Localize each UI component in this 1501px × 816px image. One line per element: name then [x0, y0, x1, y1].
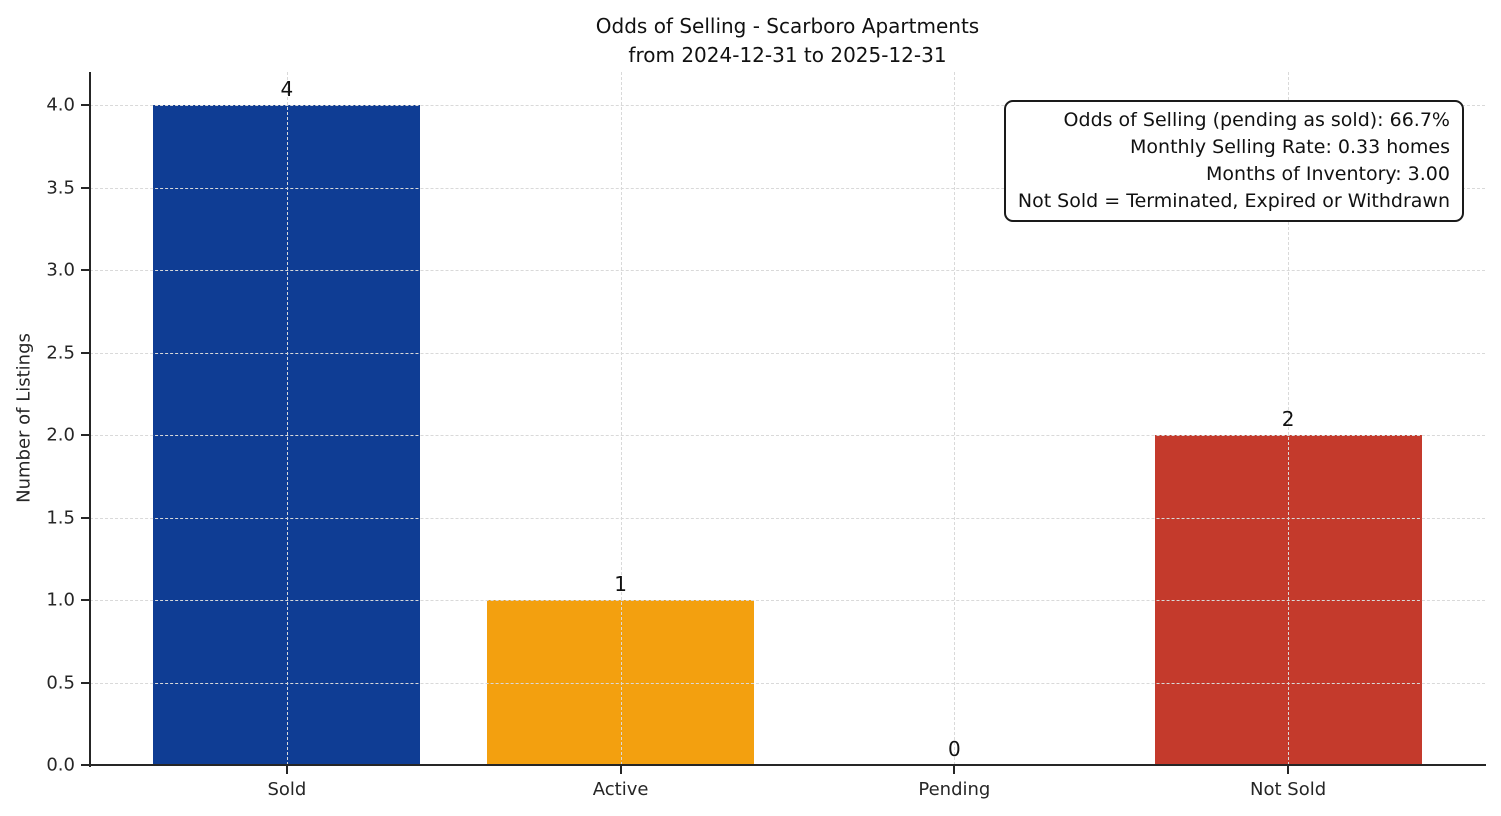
- x-tick-label-pending: Pending: [918, 779, 991, 800]
- bar-value-label: 2: [1281, 407, 1295, 431]
- y-tick-label: 0.5: [46, 672, 75, 693]
- y-tick-mark: [81, 681, 89, 684]
- y-tick-label: 2.0: [46, 424, 75, 446]
- y-tick-mark: [81, 516, 89, 519]
- y-tick-label: 1.5: [46, 507, 75, 528]
- gridline-h: [90, 187, 1485, 189]
- annotation-line-odds: Odds of Selling (pending as sold): 66.7%: [1063, 109, 1450, 131]
- y-tick-label: 2.5: [46, 342, 75, 363]
- x-tick-mark: [1287, 766, 1290, 774]
- gridline-h: [90, 105, 1485, 106]
- x-tick-label-sold: Sold: [267, 779, 307, 800]
- y-tick-mark: [81, 186, 89, 189]
- y-tick-label: 0.0: [46, 754, 75, 776]
- gridline-h: [90, 517, 1485, 519]
- y-tick-label: 3.0: [46, 259, 75, 281]
- plot-area: 4 1 0 2: [90, 72, 1485, 766]
- y-tick-mark: [81, 764, 89, 766]
- gridline-h: [90, 270, 1485, 271]
- x-tick-mark: [619, 766, 622, 774]
- gridline-v: [620, 72, 622, 765]
- y-tick-mark: [81, 599, 89, 601]
- y-tick-mark: [81, 104, 89, 106]
- bar-value-label: 1: [614, 572, 627, 596]
- y-tick-mark: [81, 434, 89, 436]
- y-tick-label: 1.0: [46, 589, 75, 611]
- gridline-h: [90, 435, 1485, 436]
- annotation-line-monthly-rate: Monthly Selling Rate: 0.33 homes: [1130, 136, 1450, 158]
- chart-title-line-1: Odds of Selling - Scarboro Apartments: [595, 14, 980, 38]
- y-axis-spine: [89, 72, 91, 767]
- x-tick-mark: [953, 766, 956, 774]
- x-tick-mark: [285, 766, 288, 774]
- gridline-h: [90, 352, 1485, 354]
- gridline-h: [90, 600, 1485, 601]
- annotation-line-not-sold-note: Not Sold = Terminated, Expired or Withdr…: [1017, 190, 1450, 212]
- annotation-line-inventory: Months of Inventory: 3.00: [1206, 163, 1450, 185]
- chart-title-line-2: from 2024-12-31 to 2025-12-31: [628, 43, 947, 67]
- gridline-h: [90, 682, 1485, 684]
- stats-annotation-box: Odds of Selling (pending as sold): 66.7%…: [1003, 100, 1464, 222]
- y-tick-label: 3.5: [46, 177, 75, 198]
- gridline-v: [1288, 72, 1290, 765]
- x-axis-spine: [89, 764, 1486, 766]
- x-tick-label-not-sold: Not Sold: [1250, 779, 1327, 800]
- y-tick-label: 4.0: [46, 94, 75, 116]
- chart-title: Odds of Selling - Scarboro Apartments fr…: [90, 12, 1485, 70]
- bar-value-label: 0: [947, 737, 961, 761]
- x-tick-label-active: Active: [592, 779, 649, 800]
- y-tick-mark: [81, 351, 89, 354]
- bar-value-label: 4: [280, 77, 294, 101]
- y-tick-mark: [81, 269, 89, 271]
- gridline-v: [954, 72, 956, 765]
- gridline-v: [286, 72, 288, 765]
